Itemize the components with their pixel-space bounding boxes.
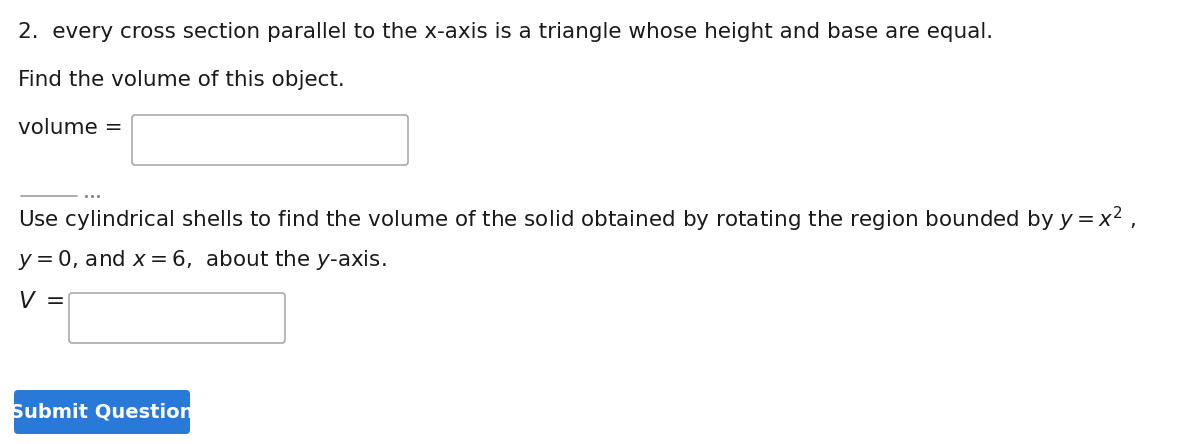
FancyBboxPatch shape [70, 293, 286, 343]
Text: Use cylindrical shells to find the volume of the solid obtained by rotating the : Use cylindrical shells to find the volum… [18, 205, 1136, 234]
FancyBboxPatch shape [14, 390, 190, 434]
Text: volume =: volume = [18, 118, 130, 138]
Text: Submit Question: Submit Question [11, 403, 193, 421]
Text: 2.  every cross section parallel to the x-axis is a triangle whose height and ba: 2. every cross section parallel to the x… [18, 22, 994, 42]
FancyBboxPatch shape [132, 115, 408, 165]
Text: $y = 0$, and $x = 6$,  about the $y$-axis.: $y = 0$, and $x = 6$, about the $y$-axis… [18, 248, 386, 272]
Text: $V\ =$: $V\ =$ [18, 290, 65, 313]
Text: Find the volume of this object.: Find the volume of this object. [18, 70, 344, 90]
